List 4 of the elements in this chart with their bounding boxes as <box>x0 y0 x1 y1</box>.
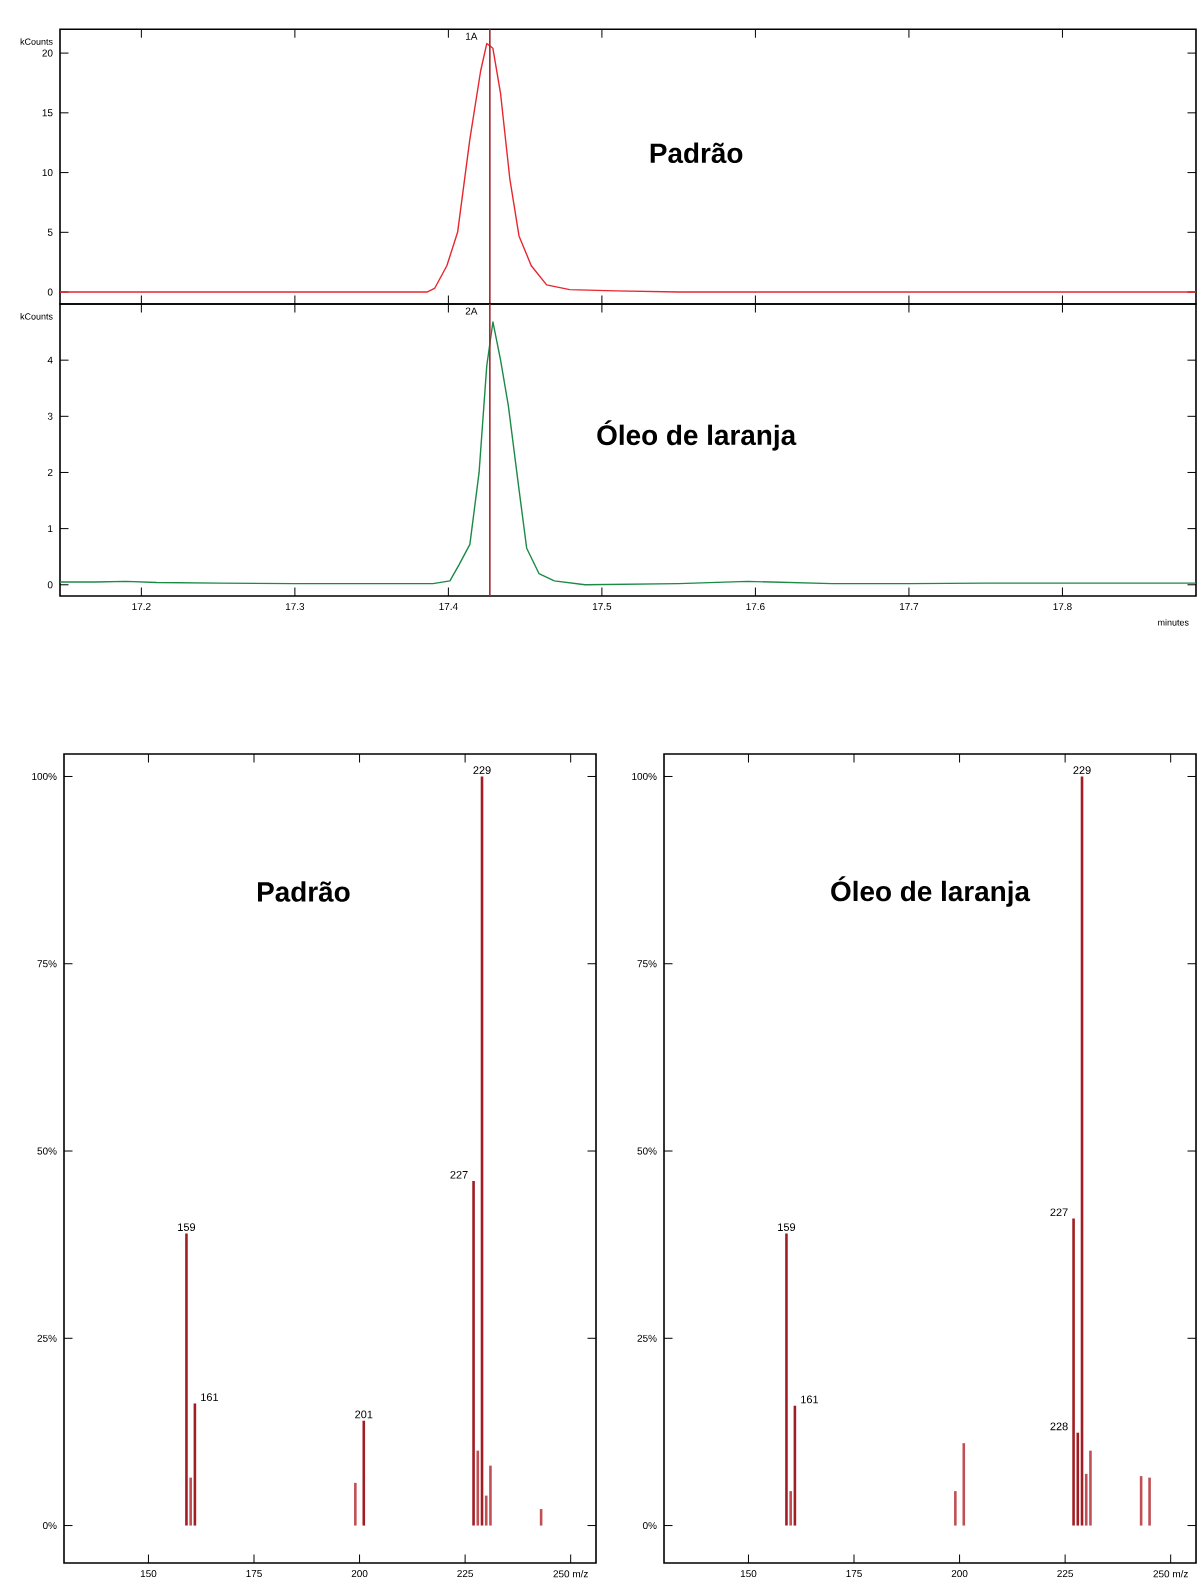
text: Óleo de laranja <box>597 420 797 451</box>
text: Padrão <box>650 142 743 164</box>
text: Padrão <box>257 881 350 902</box>
text: Óleo de laranja <box>831 876 1031 907</box>
